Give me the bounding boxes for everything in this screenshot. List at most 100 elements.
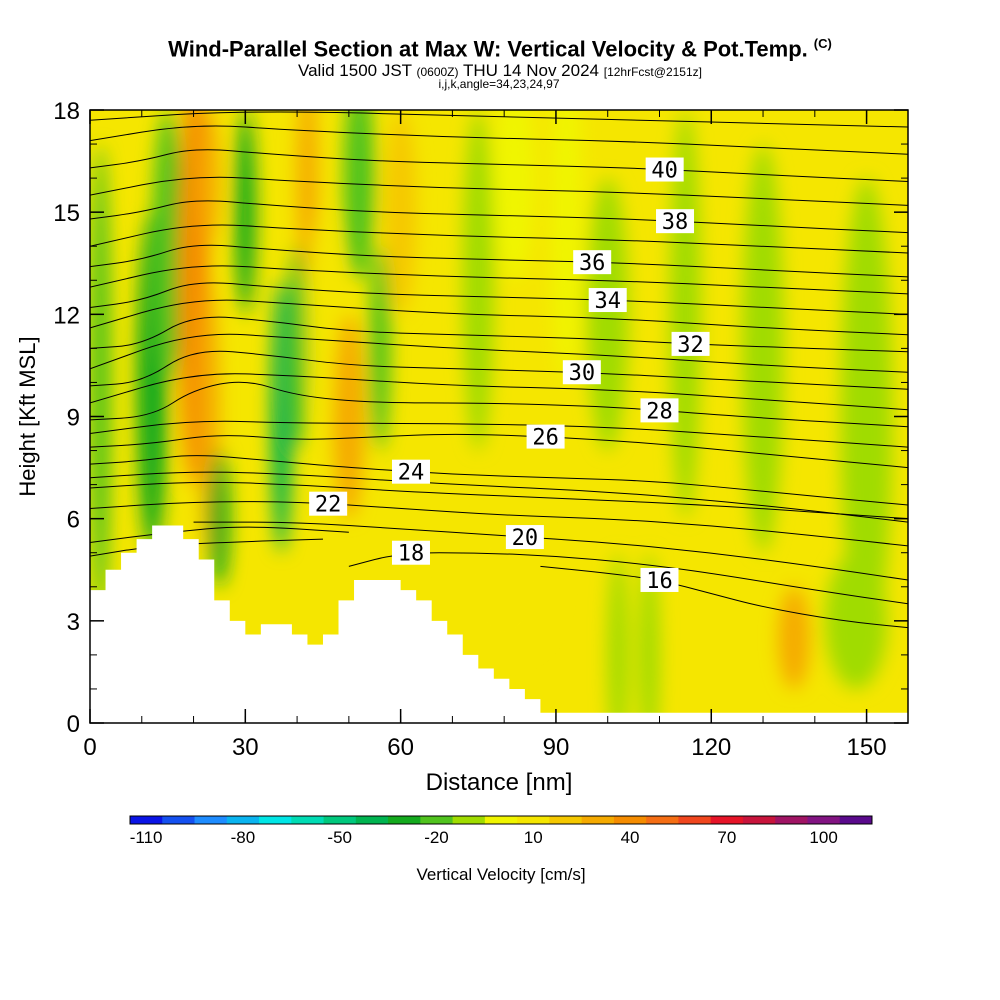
colorbar-swatch [291, 816, 325, 824]
velocity-cell [369, 246, 391, 451]
isentrope-label-22: 22 [309, 491, 348, 518]
colorbar-swatch [549, 816, 583, 824]
y-tick-label: 18 [53, 98, 80, 125]
velocity-cell [462, 110, 494, 451]
isentrope-label-text: 16 [646, 569, 673, 594]
colorbar-swatch [517, 816, 550, 824]
y-tick-label: 3 [67, 609, 80, 636]
isentrope-line [540, 565, 908, 629]
y-tick-label: 6 [67, 507, 80, 534]
isentrope-label-24: 24 [391, 459, 430, 486]
x-tick-label: 150 [847, 734, 887, 761]
colorbar-tick-label: 70 [717, 828, 736, 847]
colorbar-swatch [130, 816, 163, 824]
isentrope-label-16: 16 [640, 567, 679, 594]
isentrope-label-text: 38 [662, 210, 689, 235]
colorbar-swatch [259, 816, 292, 824]
isentrope-label-text: 22 [315, 493, 342, 518]
velocity-cell [198, 110, 220, 247]
velocity-cell [307, 212, 339, 417]
isentrope-label-text: 26 [532, 426, 559, 451]
velocity-cell [90, 144, 111, 621]
isentrope-label-38: 38 [656, 209, 695, 235]
isentrope-label-text: 28 [646, 399, 673, 424]
isentrope-line [90, 373, 908, 411]
isentrope-label-36: 36 [573, 250, 612, 276]
x-tick-label: 90 [543, 734, 570, 761]
isentrope-line [90, 526, 349, 544]
chart-subtitle: Valid 1500 JST (0600Z) THU 14 Nov 2024 [… [298, 61, 702, 80]
colorbar-tick-label: -110 [130, 828, 163, 847]
colorbar-label: Vertical Velocity [cm/s] [416, 865, 585, 884]
colorbar-swatch [323, 816, 357, 824]
y-tick-label: 0 [67, 711, 80, 738]
isentrope-line [90, 282, 908, 315]
y-tick-label: 15 [53, 200, 80, 227]
isentrope-line [90, 244, 908, 278]
colorbar-swatch [678, 816, 712, 824]
colorbar-tick-label: -20 [424, 828, 449, 847]
isentrope-label-28: 28 [640, 398, 679, 424]
isentrope-line [90, 176, 908, 206]
isentrope-label-20: 20 [505, 525, 544, 551]
isentrope-line [193, 521, 908, 581]
colorbar-swatch [581, 816, 615, 824]
grid-indices: i,j,k,angle=34,23,24,97 [438, 77, 560, 91]
colorbar-tick-label: 100 [809, 828, 837, 847]
colorbar-tick-label: 40 [621, 828, 640, 847]
colorbar-swatch [484, 816, 518, 824]
x-tick-label: 30 [232, 734, 259, 761]
isentrope-line [90, 224, 908, 254]
isentrope-label-34: 34 [588, 288, 627, 314]
colorbar-swatch [194, 816, 228, 824]
velocity-cell [297, 110, 318, 281]
velocity-cell [778, 586, 810, 689]
colorbar-swatch [355, 816, 389, 824]
colorbar-swatch [807, 816, 841, 824]
isentrope-label-text: 20 [512, 526, 539, 551]
isentrope-line [90, 471, 908, 523]
isentrope-line [90, 125, 908, 155]
colorbar-swatch [226, 816, 260, 824]
x-tick-label: 60 [387, 734, 414, 761]
isentrope-line [90, 316, 908, 353]
colorbar-swatch [388, 816, 421, 824]
chart-title: Wind-Parallel Section at Max W: Vertical… [168, 36, 832, 62]
isentrope-line [90, 481, 908, 520]
colorbar-swatch [710, 816, 744, 824]
isentrope-line [90, 420, 908, 448]
isentrope-label-18: 18 [391, 540, 430, 567]
colorbar-swatch [839, 816, 873, 824]
x-axis-label: Distance [nm] [426, 769, 573, 796]
colorbar-swatch [775, 816, 808, 824]
isentrope-line [90, 149, 908, 183]
isentrope-line [90, 265, 908, 295]
velocity-cell [493, 110, 536, 281]
colorbar-frame [129, 815, 873, 825]
copyright-mark: (C) [813, 36, 832, 51]
velocity-cell [152, 110, 184, 383]
isentrope-line [90, 455, 908, 506]
colorbar-swatch [742, 816, 776, 824]
velocity-cell [209, 450, 230, 587]
colorbar-swatch [646, 816, 679, 824]
terrain [90, 525, 908, 723]
isentrope-label-26: 26 [526, 424, 565, 451]
velocity-cell [343, 110, 375, 281]
colorbar-swatch [162, 816, 196, 824]
colorbar-swatch [420, 816, 454, 824]
x-tick-label: 120 [691, 734, 731, 761]
colorbar-tick-label: -80 [231, 828, 256, 847]
isentrope-label-text: 30 [569, 361, 596, 386]
velocity-cell [550, 110, 582, 383]
colorbar-swatch [613, 816, 647, 824]
isentrope-line [90, 501, 908, 547]
isentrope-line [90, 333, 908, 373]
isentrope-label-text: 34 [594, 289, 621, 314]
isentrope-line [90, 200, 908, 234]
isentrope-label-32: 32 [671, 331, 710, 358]
isentrope-label-text: 32 [677, 333, 704, 358]
velocity-cell [825, 552, 888, 689]
velocity-cell [286, 246, 308, 451]
isentrope-label-text: 24 [398, 461, 425, 486]
